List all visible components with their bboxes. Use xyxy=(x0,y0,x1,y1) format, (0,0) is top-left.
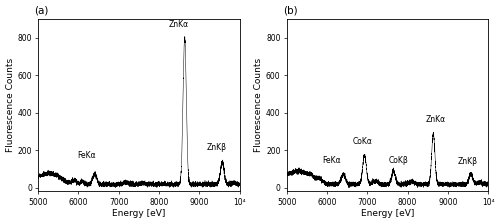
Text: (a): (a) xyxy=(34,6,48,15)
Y-axis label: Fluorescence Counts: Fluorescence Counts xyxy=(6,58,15,152)
Text: (b): (b) xyxy=(283,6,298,15)
X-axis label: Energy [eV]: Energy [eV] xyxy=(112,209,166,218)
Text: FeKα: FeKα xyxy=(322,156,340,165)
Y-axis label: Fluorescence Counts: Fluorescence Counts xyxy=(254,58,263,152)
X-axis label: Energy [eV]: Energy [eV] xyxy=(361,209,414,218)
Text: CoKα: CoKα xyxy=(352,138,372,146)
Text: ZnKα: ZnKα xyxy=(426,115,446,124)
Text: CoKβ: CoKβ xyxy=(389,156,408,165)
Text: ZnKα: ZnKα xyxy=(169,20,189,29)
Text: ZnKβ: ZnKβ xyxy=(458,157,478,166)
Text: ZnKβ: ZnKβ xyxy=(206,143,227,152)
Text: FeKα: FeKα xyxy=(77,151,96,159)
